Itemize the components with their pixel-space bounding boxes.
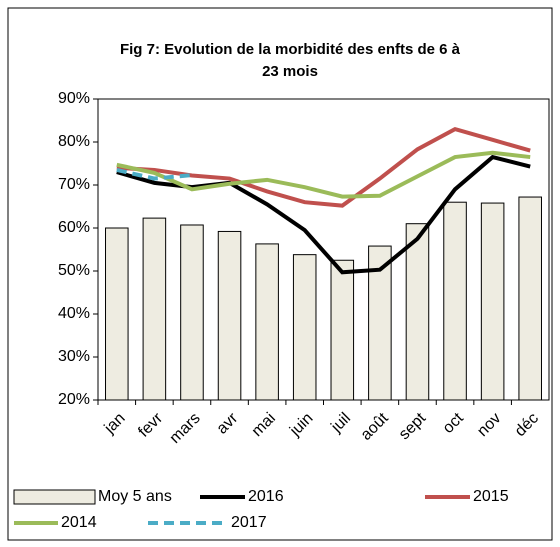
- bar: [142, 217, 167, 401]
- y-tick-label: 70%: [58, 176, 90, 193]
- bar: [217, 230, 242, 401]
- y-tick-label: 90%: [58, 90, 90, 107]
- bar: [255, 243, 279, 401]
- bar: [518, 196, 542, 401]
- legend-swatch: [13, 489, 96, 505]
- bar: [443, 201, 467, 401]
- y-tick-label: 20%: [58, 391, 90, 408]
- y-tick-label: 80%: [58, 133, 90, 150]
- bar: [292, 254, 317, 401]
- legend-label: 2017: [231, 514, 267, 531]
- bar: [405, 223, 430, 401]
- legend-label: 2015: [473, 488, 509, 505]
- bar: [330, 259, 355, 401]
- bar: [180, 224, 204, 401]
- line: [116, 168, 193, 181]
- legend-label: Moy 5 ans: [98, 488, 172, 505]
- legend-label: 2016: [248, 488, 284, 505]
- bar: [105, 227, 129, 401]
- legend-label: 2014: [61, 514, 97, 531]
- bar: [480, 202, 505, 401]
- bar: [368, 245, 392, 401]
- y-tick-label: 50%: [58, 262, 90, 279]
- line: [116, 150, 531, 199]
- y-tick-label: 40%: [58, 305, 90, 322]
- y-tick-label: 60%: [58, 219, 90, 236]
- y-tick-label: 30%: [58, 348, 90, 365]
- chart-title: Fig 7: Evolution de la morbidité des enf…: [120, 41, 461, 58]
- chart-title: 23 mois: [262, 63, 318, 80]
